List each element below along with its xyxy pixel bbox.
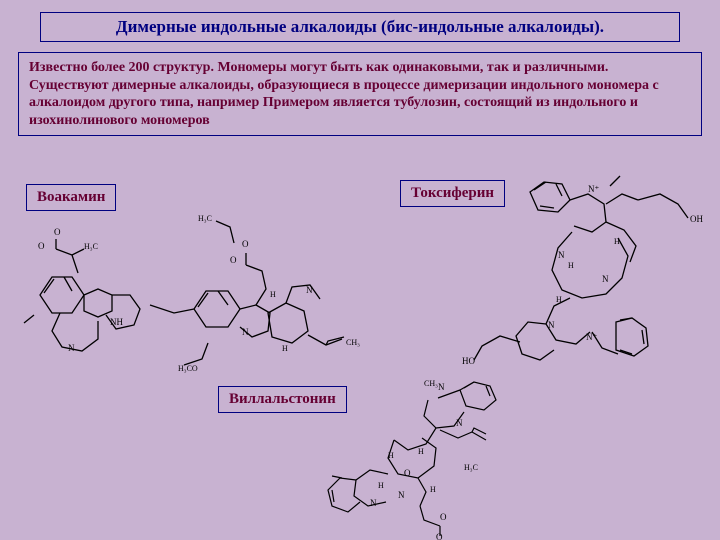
svg-text:N: N (548, 320, 555, 330)
svg-text:CH₃: CH₃ (424, 379, 438, 388)
svg-text:O: O (54, 227, 61, 237)
svg-text:N: N (306, 285, 313, 295)
label-toxiferine: Токсиферин (400, 180, 505, 207)
svg-text:H: H (418, 447, 424, 456)
svg-text:H₃CO: H₃CO (178, 364, 198, 373)
svg-text:N: N (242, 327, 249, 337)
svg-text:H: H (614, 237, 620, 246)
svg-text:N⁺: N⁺ (588, 184, 599, 194)
svg-text:NH: NH (110, 317, 123, 327)
svg-text:HO: HO (462, 356, 475, 366)
slide-root: Димерные индольные алкалоиды (бис-индоль… (0, 0, 720, 540)
svg-text:H₃C: H₃C (198, 214, 212, 223)
svg-text:O: O (38, 241, 45, 251)
slide-description: Известно более 200 структур. Мономеры мо… (18, 52, 702, 136)
svg-text:H: H (568, 261, 574, 270)
svg-text:H: H (378, 481, 384, 490)
svg-text:H: H (388, 451, 394, 460)
svg-text:H: H (270, 290, 276, 299)
svg-text:N: N (602, 274, 609, 284)
svg-text:O: O (230, 255, 237, 265)
svg-text:H: H (556, 295, 562, 304)
label-voacamine: Воакамин (26, 184, 116, 211)
svg-text:N: N (370, 498, 377, 508)
svg-text:N: N (456, 418, 463, 428)
svg-text:CH₃: CH₃ (346, 338, 360, 347)
svg-text:H: H (282, 344, 288, 353)
svg-text:N: N (68, 343, 75, 353)
svg-text:H₃C: H₃C (464, 463, 478, 472)
svg-text:H: H (430, 485, 436, 494)
slide-title: Димерные индольные алкалоиды (бис-индоль… (40, 12, 680, 42)
svg-text:N: N (398, 490, 405, 500)
svg-text:O: O (242, 239, 249, 249)
svg-text:O: O (436, 532, 443, 540)
svg-text:N: N (558, 250, 565, 260)
svg-text:OH: OH (690, 214, 703, 224)
svg-text:O: O (440, 512, 447, 522)
svg-text:N: N (438, 382, 445, 392)
label-villalstonine: Виллальстонин (218, 386, 347, 413)
svg-text:O: O (404, 468, 411, 478)
svg-text:H₃C: H₃C (84, 242, 98, 251)
